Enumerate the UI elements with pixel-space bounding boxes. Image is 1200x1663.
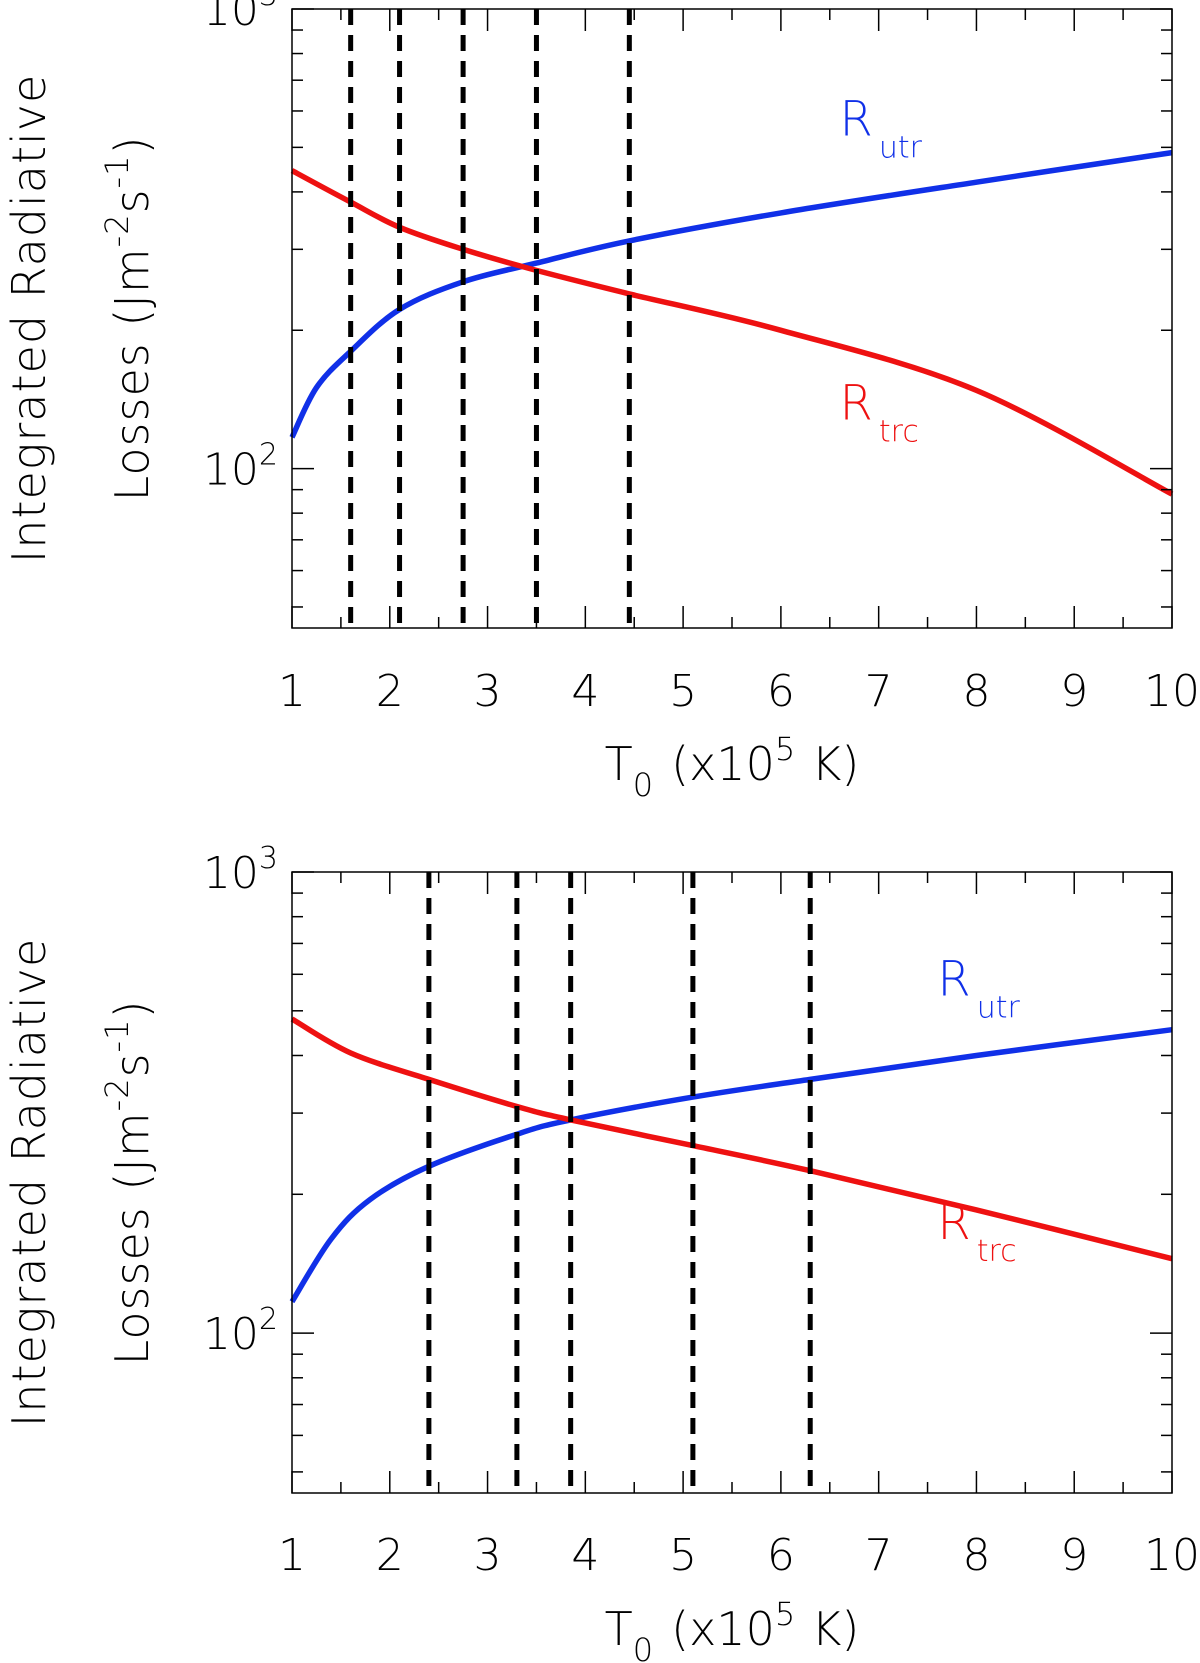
- x-tick-label: 8: [962, 666, 990, 717]
- x-tick-label: 4: [571, 1530, 599, 1581]
- y-tick-label: 102: [203, 1302, 278, 1360]
- y-axis-label-line1: Integrated Radiative: [2, 74, 56, 564]
- x-tick-label: 3: [474, 666, 502, 717]
- x-tick-label: 1: [278, 666, 306, 717]
- x-axis-label: T0 (x105 K): [605, 730, 860, 804]
- x-tick-label: 2: [376, 666, 404, 717]
- y-tick-label: 103: [203, 0, 278, 36]
- x-tick-label: 3: [474, 1530, 502, 1581]
- x-axis-label: T0 (x105 K): [605, 1595, 860, 1663]
- series-trc-line: [290, 168, 1174, 497]
- x-tick-label: 1: [278, 1530, 306, 1581]
- x-tick-label: 7: [865, 666, 893, 717]
- series-label-utr: Rutr: [840, 92, 923, 166]
- x-tick-label: 7: [865, 1530, 893, 1581]
- x-tick-label: 2: [376, 1530, 404, 1581]
- y-tick-label: 102: [203, 438, 278, 496]
- series-utr-line: [289, 1026, 1173, 1304]
- series-label-trc: Rtrc: [937, 1195, 1016, 1269]
- series-trc-line: [290, 1016, 1173, 1262]
- panel-2: 1 2 3 4 5 6 7 8 9 10 102 103 T0 (x105 K) Integrated Rad…: [2, 841, 1200, 1663]
- series-label-trc: Rtrc: [840, 375, 919, 449]
- series-label-utr: Rutr: [937, 951, 1020, 1025]
- x-tick-label: 9: [1060, 1530, 1088, 1581]
- x-tick-label: 9: [1060, 666, 1088, 717]
- x-tick-label: 10: [1144, 1530, 1200, 1581]
- x-tick-label: 10: [1144, 666, 1200, 717]
- x-tick-label: 6: [767, 666, 795, 717]
- x-tick-label: 6: [767, 1530, 795, 1581]
- plot-frame: [291, 871, 1173, 1494]
- y-tick-label: 103: [203, 841, 278, 899]
- x-tick-label: 5: [669, 666, 697, 717]
- y-axis-label-line2: Losses (Jm-2s-1): [98, 1000, 159, 1366]
- x-tick-label: 4: [571, 666, 599, 717]
- y-axis-label-line1: Integrated Radiative: [2, 938, 56, 1428]
- x-tick-label: 5: [669, 1530, 697, 1581]
- x-tick-label: 8: [962, 1530, 990, 1581]
- series-utr-line: [289, 149, 1173, 439]
- y-axis-label-line2: Losses (Jm-2s-1): [98, 136, 159, 502]
